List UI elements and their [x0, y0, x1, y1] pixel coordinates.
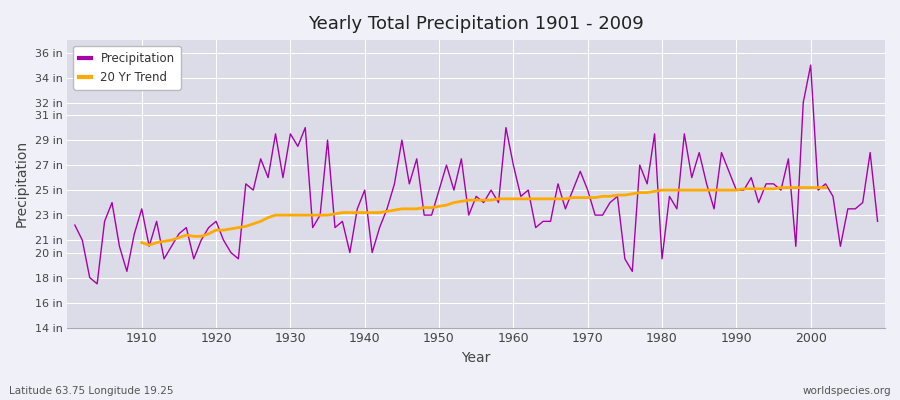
Y-axis label: Precipitation: Precipitation [15, 140, 29, 228]
Precipitation [605, 200, 616, 205]
Line: 20 Yr Trend: 20 Yr Trend [141, 188, 825, 245]
X-axis label: Year: Year [462, 351, 490, 365]
20 Yr Trend [598, 194, 608, 199]
20 Yr Trend [292, 213, 303, 218]
20 Yr Trend [500, 196, 511, 201]
Precipitation [806, 63, 816, 68]
Precipitation [872, 219, 883, 224]
Precipitation [136, 206, 147, 211]
Line: Precipitation: Precipitation [75, 65, 878, 284]
Precipitation [69, 223, 80, 228]
20 Yr Trend [337, 210, 347, 215]
Text: Latitude 63.75 Longitude 19.25: Latitude 63.75 Longitude 19.25 [9, 386, 174, 396]
Legend: Precipitation, 20 Yr Trend: Precipitation, 20 Yr Trend [73, 46, 181, 90]
Text: worldspecies.org: worldspecies.org [803, 386, 891, 396]
Title: Yearly Total Precipitation 1901 - 2009: Yearly Total Precipitation 1901 - 2009 [309, 15, 644, 33]
Precipitation [516, 194, 526, 199]
20 Yr Trend [508, 196, 518, 201]
Precipitation [300, 125, 310, 130]
Precipitation [345, 250, 356, 255]
Precipitation [508, 163, 518, 168]
Precipitation [92, 282, 103, 286]
